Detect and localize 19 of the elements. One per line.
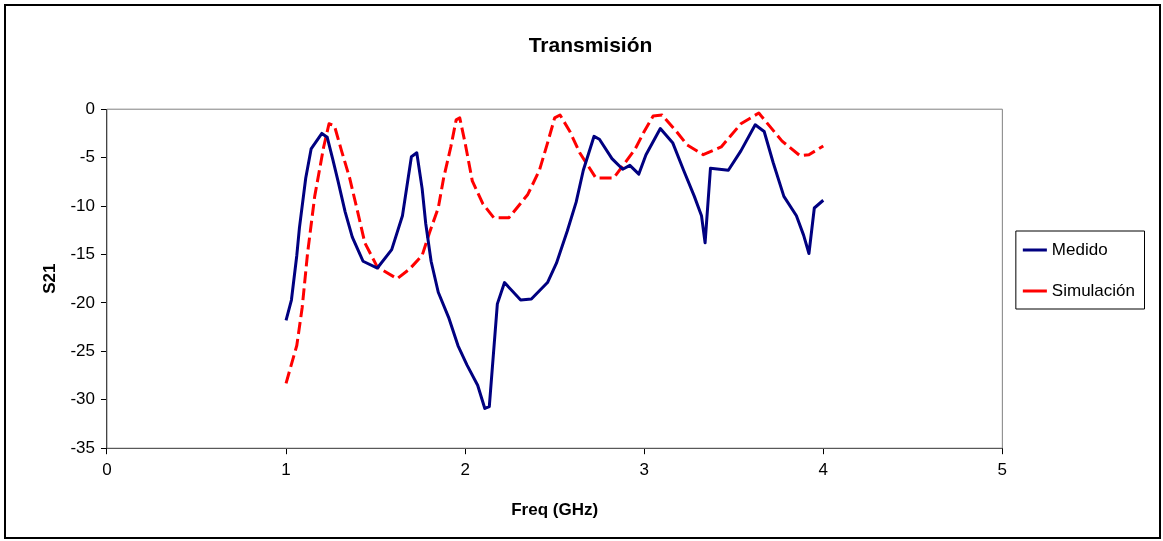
y-tick-label: -25: [70, 341, 95, 361]
y-tick-label: -30: [70, 389, 95, 409]
y-tick-label: -10: [70, 195, 95, 215]
x-tick-label: 1: [281, 460, 291, 480]
y-tick-label: 0: [85, 98, 95, 118]
y-tick-label: -5: [79, 147, 95, 167]
x-tick-label: 2: [460, 460, 470, 480]
chart-title: Transmisión: [528, 33, 653, 57]
x-tick-label: 5: [997, 460, 1008, 480]
y-tick-label: -35: [70, 437, 95, 457]
y-tick-label: -20: [70, 292, 95, 312]
x-tick-label: 0: [102, 460, 112, 480]
x-tick-label: 3: [639, 460, 649, 480]
x-tick-label: 4: [818, 460, 829, 480]
y-axis-title: S21: [39, 263, 59, 294]
legend-label: Medido: [1051, 239, 1108, 259]
x-axis-title: Freq (GHz): [511, 500, 599, 520]
legend-label: Simulación: [1051, 280, 1136, 300]
y-tick-label: -15: [70, 244, 95, 264]
